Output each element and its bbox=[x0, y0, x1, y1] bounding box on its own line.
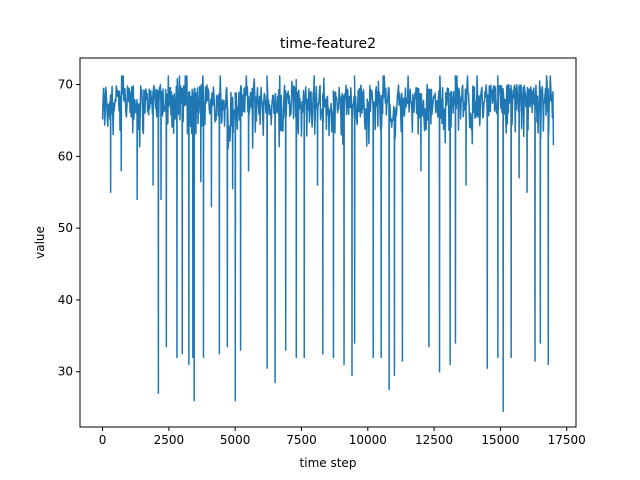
x-tick-label: 12500 bbox=[415, 433, 453, 447]
y-tick-label: 30 bbox=[58, 365, 73, 379]
x-tick-label: 0 bbox=[99, 433, 107, 447]
x-tick-label: 2500 bbox=[154, 433, 185, 447]
x-axis-label: time step bbox=[300, 456, 357, 470]
series-layer bbox=[101, 75, 555, 412]
y-tick-label: 60 bbox=[58, 149, 73, 163]
x-tick-label: 7500 bbox=[286, 433, 317, 447]
x-tick-label: 15000 bbox=[481, 433, 519, 447]
y-tick-label: 40 bbox=[58, 293, 73, 307]
plot-area bbox=[80, 58, 576, 427]
x-tick-label: 17500 bbox=[548, 433, 586, 447]
y-tick-label: 70 bbox=[58, 78, 73, 92]
x-tick-label: 10000 bbox=[349, 433, 387, 447]
x-tick-label: 5000 bbox=[220, 433, 251, 447]
y-axis: 30 40 50 60 70 bbox=[58, 78, 80, 379]
chart-title: time-feature2 bbox=[280, 36, 376, 52]
y-axis-label: value bbox=[33, 226, 47, 259]
plot-frame bbox=[79, 57, 577, 428]
series-line bbox=[101, 75, 555, 412]
x-axis: 0 2500 5000 7500 10000 12500 15000 17500 bbox=[99, 427, 586, 447]
y-tick-label: 50 bbox=[58, 221, 73, 235]
